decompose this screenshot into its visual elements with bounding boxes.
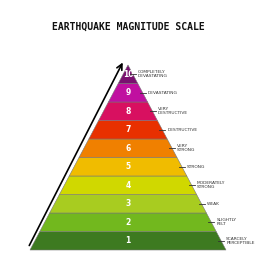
Text: 6: 6 [125,144,131,153]
Text: SLIGHTLY
FELT: SLIGHTLY FELT [216,218,236,227]
Polygon shape [50,195,206,213]
Text: 4: 4 [125,181,131,190]
Polygon shape [30,232,226,250]
Text: 2: 2 [125,218,131,227]
Text: VERY
STRONG: VERY STRONG [177,144,196,152]
Polygon shape [59,176,197,195]
Text: 8: 8 [125,107,131,116]
Text: 3: 3 [125,199,131,208]
Text: 10: 10 [123,70,133,79]
Polygon shape [40,213,216,232]
Polygon shape [118,65,138,83]
Polygon shape [79,139,177,157]
Text: STRONG: STRONG [187,165,205,169]
Text: 7: 7 [125,125,131,134]
Text: COMPLETELY
DEVASTATING: COMPLETELY DEVASTATING [138,70,168,78]
Text: 5: 5 [125,162,131,171]
Text: WEAK: WEAK [207,202,219,206]
Polygon shape [108,83,148,102]
Text: 1: 1 [125,236,131,245]
Text: DESTRUCTIVE: DESTRUCTIVE [167,128,198,132]
Text: VERY
DESTRUCTIVE: VERY DESTRUCTIVE [158,107,188,115]
Text: 9: 9 [125,88,131,97]
Text: SCARCELY
PERCEPTIBLE: SCARCELY PERCEPTIBLE [226,237,255,245]
Text: EARTHQUAKE MAGNITUDE SCALE: EARTHQUAKE MAGNITUDE SCALE [52,22,204,32]
Polygon shape [69,157,187,176]
Polygon shape [89,120,167,139]
Text: MODERATELY
STRONG: MODERATELY STRONG [197,181,225,189]
Text: DEVASTATING: DEVASTATING [148,91,178,95]
Polygon shape [99,102,157,120]
